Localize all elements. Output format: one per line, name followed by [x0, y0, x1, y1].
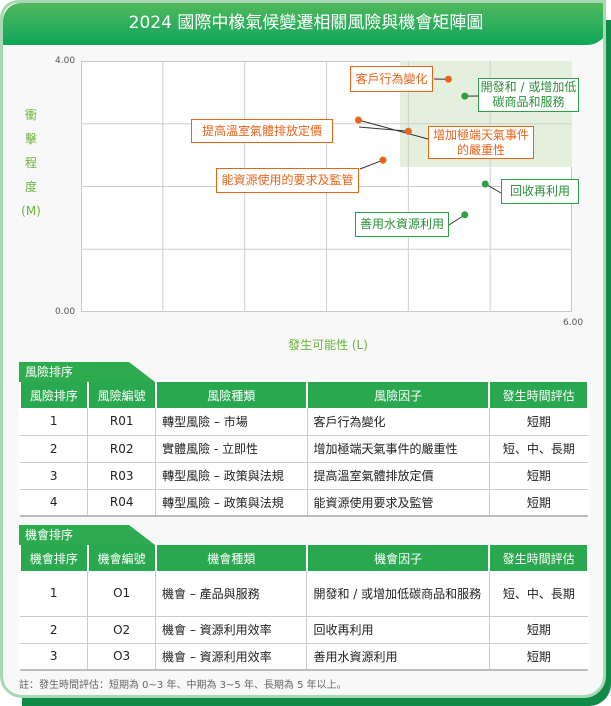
risk-table: 風險排序 風險編號 風險種類 風險因子 發生時間評估 1 R01 轉型風險 – 市場 客戶行為變… [19, 382, 589, 517]
label-line: 碳商品和服務 [492, 95, 565, 109]
leader-line [359, 159, 384, 170]
y-tick-label: 4.00 [55, 56, 76, 66]
table-row: 1 R01 轉型風險 – 市場 客戶行為變化 短期 [20, 408, 588, 436]
table-cell: 2 [20, 616, 88, 644]
data-point [354, 116, 362, 124]
table-row: 2 O2 機會 – 資源利用效率 回收再利用 短期 [20, 616, 588, 644]
y-axis-label-char: 度 [24, 180, 37, 194]
table-cell: 3 [20, 643, 88, 671]
table-cell: 3 [20, 462, 88, 490]
label-line: 增加極端天氣事件 [432, 127, 529, 142]
column-header: 風險編號 [86, 382, 157, 408]
y-axis-label-char: 衝 [24, 108, 37, 122]
y-axis-label: 衝 擊 程 度 (M) [21, 103, 41, 223]
table-cell: 客戶行為變化 [306, 408, 490, 436]
data-point [444, 75, 452, 83]
column-header: 風險種類 [154, 382, 309, 408]
table-cell: 機會 – 產品與服務 [155, 571, 307, 617]
column-header: 機會種類 [154, 545, 308, 571]
table-row: 1 O1 機會 – 產品與服務 開發和 / 或增加低碳商品和服務 短、中、長期 [20, 571, 588, 617]
data-label-r2: 增加極端天氣事件 的嚴重性 [428, 126, 534, 159]
y-axis-label-char: 程 [24, 156, 37, 170]
column-header: 發生時間評估 [488, 545, 589, 571]
table-cell: 2 [20, 435, 88, 463]
label-line: 開發和 / 或增加低 [480, 80, 577, 94]
table-cell: 實體風險 - 立即性 [155, 435, 307, 463]
data-label-o2: 回收再利用 [501, 179, 579, 204]
data-point [481, 180, 489, 188]
footnote: 註：發生時間評估：短期為 0~3 年、中期為 3~5 年、長期為 5 年以上。 [19, 680, 347, 691]
table-cell: 4 [20, 489, 88, 517]
data-label-o3: 善用水資源利用 [355, 212, 449, 237]
table-row: 3 O3 機會 – 資源利用效率 善用水資源利用 短期 [20, 643, 588, 671]
table-cell: 回收再利用 [306, 616, 490, 644]
label-line: 的嚴重性 [456, 142, 505, 157]
column-header: 機會因子 [305, 545, 491, 571]
table-row: 3 R03 轉型風險 – 政策與法規 提高溫室氣體排放定價 短期 [20, 462, 588, 490]
table-cell: 短期 [488, 643, 588, 671]
y-axis-label-char: 擊 [24, 132, 37, 146]
table-cell: 短期 [488, 462, 588, 490]
table-cell: 短期 [488, 616, 588, 644]
data-point [379, 156, 387, 164]
column-header: 風險因子 [305, 382, 491, 408]
table-cell: R02 [87, 435, 156, 463]
table-cell: R03 [87, 462, 156, 490]
table-cell: O3 [87, 643, 156, 671]
y-tick-label: 0.00 [55, 307, 76, 317]
table-cell: R04 [87, 489, 156, 517]
opportunity-table: 機會排序 機會編號 機會種類 機會因子 發生時間評估 1 O1 機會 – 產品與服務 開發和 /… [19, 545, 589, 671]
column-header: 機會編號 [86, 545, 157, 571]
table-cell: 轉型風險 – 政策與法規 [155, 462, 307, 490]
data-point [404, 127, 412, 135]
x-axis-label: 發生可能性 (L) [288, 338, 368, 352]
table-cell: R01 [87, 408, 156, 436]
y-axis-label-char: (M) [21, 204, 41, 218]
table-cell: 短期 [488, 489, 588, 517]
data-label-r4: 能資源使用的要求及監管 [216, 168, 359, 193]
table-cell: O2 [87, 616, 156, 644]
data-label-r3: 提高溫室氣體排放定價 [191, 119, 333, 143]
page-title: 2024 國際中橡氣候變遷相關風險與機會矩陣圖 [3, 3, 603, 45]
table-cell: O1 [87, 571, 156, 617]
table-cell: 提高溫室氣體排放定價 [306, 462, 490, 490]
opportunity-section-tab: 機會排序 [19, 525, 155, 545]
table-row: 2 R02 實體風險 - 立即性 增加極端天氣事件的嚴重性 短、中、長期 [20, 435, 588, 463]
risk-section-tab: 風險排序 [19, 362, 155, 382]
table-cell: 短、中、長期 [488, 571, 588, 617]
table-cell: 機會 – 資源利用效率 [155, 616, 307, 644]
leader-line [358, 126, 409, 132]
column-header: 機會排序 [19, 545, 89, 571]
table-cell: 1 [20, 571, 88, 617]
table-cell: 善用水資源利用 [306, 643, 490, 671]
x-tick-label: 6.00 [563, 318, 584, 328]
table-cell: 轉型風險 – 政策與法規 [155, 489, 307, 517]
table-row: 4 R04 轉型風險 – 政策與法規 能資源使用要求及監管 短期 [20, 489, 588, 517]
table-cell: 開發和 / 或增加低碳商品和服務 [306, 571, 490, 617]
column-header: 發生時間評估 [488, 382, 589, 408]
data-point [461, 211, 469, 219]
data-point [461, 92, 469, 100]
table-cell: 能資源使用要求及監管 [306, 489, 490, 517]
table-cell: 短期 [488, 408, 588, 436]
table-cell: 1 [20, 408, 88, 436]
table-cell: 增加極端天氣事件的嚴重性 [306, 435, 490, 463]
leader-line [358, 119, 429, 140]
data-label-r1: 客戶行為變化 [350, 66, 433, 92]
column-header: 風險排序 [19, 382, 89, 408]
data-label-o1: 開發和 / 或增加低 碳商品和服務 [478, 78, 579, 112]
table-cell: 短、中、長期 [488, 435, 588, 463]
table-cell: 轉型風險 – 市場 [155, 408, 307, 436]
table-cell: 機會 – 資源利用效率 [155, 643, 307, 671]
